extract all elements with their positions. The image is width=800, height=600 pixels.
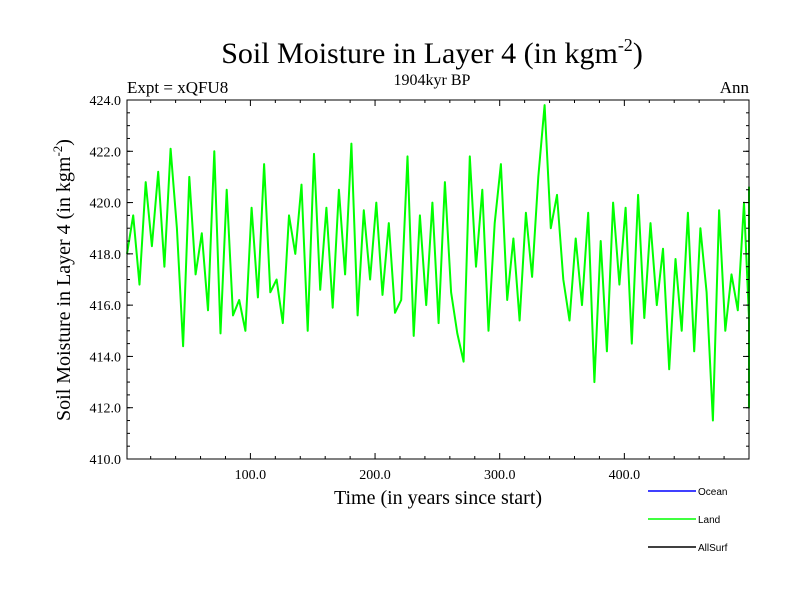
y-ticks: 410.0 412.0 414.0 416.0 418.0 420.0 422.0 424.0 [90, 94, 749, 468]
x-tick-label: 300.0 [484, 468, 516, 483]
legend-label-allsurf: AllSurf [698, 543, 728, 554]
y-tick-label: 422.0 [90, 145, 122, 160]
legend: Ocean Land AllSurf [648, 487, 728, 554]
y-tick-label: 410.0 [90, 453, 122, 468]
series-line-land [126, 104, 750, 422]
x-axis-label: Time (in years since start) [334, 487, 542, 509]
legend-label-ocean: Ocean [698, 487, 727, 498]
season-label: Ann [720, 78, 750, 97]
y-tick-label: 418.0 [90, 248, 122, 263]
y-tick-label: 416.0 [90, 299, 122, 314]
chart-title: Soil Moisture in Layer 4 (in kgm-2) [221, 35, 643, 70]
y-axis-label: Soil Moisture in Layer 4 (in kgm-2) [50, 139, 75, 421]
y-tick-label: 420.0 [90, 197, 122, 212]
legend-label-land: Land [698, 515, 720, 526]
experiment-label: Expt = xQFU8 [127, 78, 228, 97]
x-tick-label: 400.0 [609, 468, 641, 483]
x-tick-label: 200.0 [359, 468, 391, 483]
y-tick-label: 414.0 [90, 350, 122, 365]
chart-subtitle: 1904kyr BP [394, 72, 471, 89]
series-layer [126, 104, 750, 422]
plot-area: 410.0 412.0 414.0 416.0 418.0 420.0 422.0 424.0… [90, 94, 750, 483]
x-ticks: 100.0 200.0 300.0 400.0 [150, 100, 725, 483]
y-tick-label: 424.0 [90, 94, 122, 109]
y-tick-label: 412.0 [90, 402, 122, 417]
x-tick-label: 100.0 [235, 468, 267, 483]
